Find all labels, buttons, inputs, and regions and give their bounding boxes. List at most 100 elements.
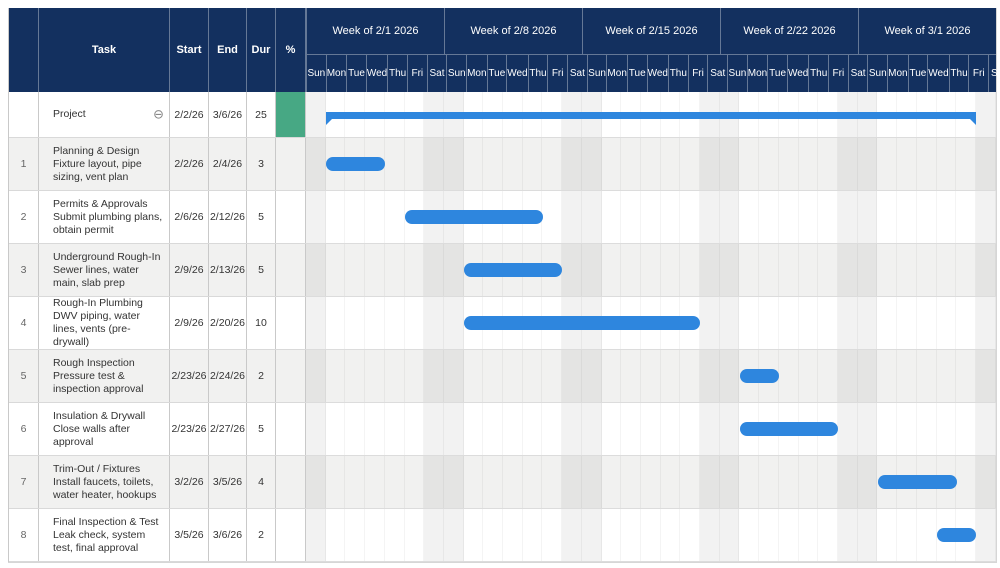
duration-cell[interactable]: 5 [247,244,276,296]
task-cell[interactable]: Rough Inspection Pressure test & inspecti… [39,350,170,402]
start-date-cell[interactable]: 2/23/26 [170,350,209,402]
end-date-cell[interactable]: 2/12/26 [209,191,247,243]
day-cell [405,509,425,561]
percent-cell[interactable] [276,350,306,402]
row-number[interactable]: 2 [9,191,39,243]
percent-cell[interactable] [276,403,306,455]
duration-cell[interactable]: 5 [247,403,276,455]
task-cell[interactable]: Insulation & Drywall Close walls after ap… [39,403,170,455]
gantt-row [306,456,996,509]
percent-cell[interactable] [276,138,306,190]
duration-cell[interactable]: 2 [247,509,276,561]
end-date-cell[interactable]: 2/20/26 [209,297,247,349]
percent-cell[interactable] [276,244,306,296]
weekend-day-cell [562,509,582,561]
day-cell [799,191,819,243]
day-cell [345,350,366,402]
start-date-cell[interactable]: 2/23/26 [170,403,209,455]
weekend-day-cell [857,403,878,455]
day-cell [739,191,760,243]
task-cell[interactable]: Permits & Approvals Submit plumbing plans… [39,191,170,243]
end-date-cell[interactable]: 2/27/26 [209,403,247,455]
duration-cell[interactable]: 2 [247,350,276,402]
duration-cell[interactable]: 25 [247,92,276,137]
day-cell [799,509,819,561]
weekend-day-cell [837,403,858,455]
col-header-dur: Dur [247,8,276,92]
day-cell [759,138,779,190]
end-date-cell[interactable]: 3/6/26 [209,509,247,561]
gantt-bar[interactable] [404,210,543,224]
weekend-day-cell [837,138,858,190]
summary-bar[interactable] [325,112,977,125]
day-cell [917,138,937,190]
day-cell [464,456,484,508]
gantt-bar[interactable] [877,475,957,489]
gantt-bar[interactable] [936,528,977,542]
task-cell[interactable]: Planning & Design Fixture layout, pipe si… [39,138,170,190]
day-cell [483,456,504,508]
duration-cell[interactable]: 3 [247,138,276,190]
day-cell [680,456,701,508]
percent-cell[interactable] [276,456,306,508]
weekend-day-cell [306,350,326,402]
day-cell [917,350,937,402]
gantt-row [306,191,996,244]
task-cell[interactable]: Project ⊖ [39,92,170,137]
week-header-cell: Week of 2/1 2026 [306,8,444,54]
task-name: Underground Rough-In [53,250,161,263]
row-number[interactable]: 4 [9,297,39,349]
start-date-cell[interactable]: 2/2/26 [170,92,209,137]
gantt-bar[interactable] [325,157,385,171]
weekend-day-cell [719,138,740,190]
percent-cell[interactable] [276,509,306,561]
start-date-cell[interactable]: 3/2/26 [170,456,209,508]
duration-cell[interactable]: 4 [247,456,276,508]
day-cell [385,509,405,561]
day-cell [917,244,937,296]
day-cell [345,509,366,561]
row-number[interactable]: 7 [9,456,39,508]
row-number[interactable] [9,92,39,137]
collapse-icon[interactable]: ⊖ [153,107,164,122]
end-date-cell[interactable]: 2/24/26 [209,350,247,402]
end-date-cell[interactable]: 2/4/26 [209,138,247,190]
table-row: 3 Underground Rough-In Sewer lines, water … [9,244,306,297]
start-date-cell[interactable]: 2/2/26 [170,138,209,190]
duration-cell[interactable]: 5 [247,191,276,243]
gantt-rows [306,92,996,562]
weekend-day-cell [306,92,326,137]
duration-cell[interactable]: 10 [247,297,276,349]
start-date-cell[interactable]: 2/9/26 [170,244,209,296]
gantt-bar[interactable] [739,369,780,383]
end-date-cell[interactable]: 3/5/26 [209,456,247,508]
gantt-bar[interactable] [739,422,839,436]
percent-cell[interactable] [276,297,306,349]
row-number[interactable]: 3 [9,244,39,296]
task-cell[interactable]: Trim-Out / Fixtures Install faucets, toil… [39,456,170,508]
weekend-day-cell [443,244,464,296]
row-number[interactable]: 8 [9,509,39,561]
row-number[interactable]: 5 [9,350,39,402]
day-cell [602,138,622,190]
day-cell [661,350,681,402]
percent-cell[interactable] [276,92,306,137]
start-date-cell[interactable]: 2/9/26 [170,297,209,349]
task-cell[interactable]: Underground Rough-In Sewer lines, water m… [39,244,170,296]
gantt-bar[interactable] [463,316,701,330]
gantt-row [306,403,996,456]
gantt-row [306,138,996,191]
end-date-cell[interactable]: 3/6/26 [209,92,247,137]
end-date-cell[interactable]: 2/13/26 [209,244,247,296]
start-date-cell[interactable]: 2/6/26 [170,191,209,243]
task-cell[interactable]: Rough-In Plumbing DWV piping, water lines… [39,297,170,349]
day-cell [503,350,523,402]
row-number[interactable]: 6 [9,403,39,455]
table-row: 8 Final Inspection & Test Leak check, syst… [9,509,306,562]
task-cell[interactable]: Final Inspection & Test Leak check, syste… [39,509,170,561]
weekend-day-cell [443,138,464,190]
start-date-cell[interactable]: 3/5/26 [170,509,209,561]
gantt-bar[interactable] [463,263,563,277]
percent-cell[interactable] [276,191,306,243]
row-number[interactable]: 1 [9,138,39,190]
